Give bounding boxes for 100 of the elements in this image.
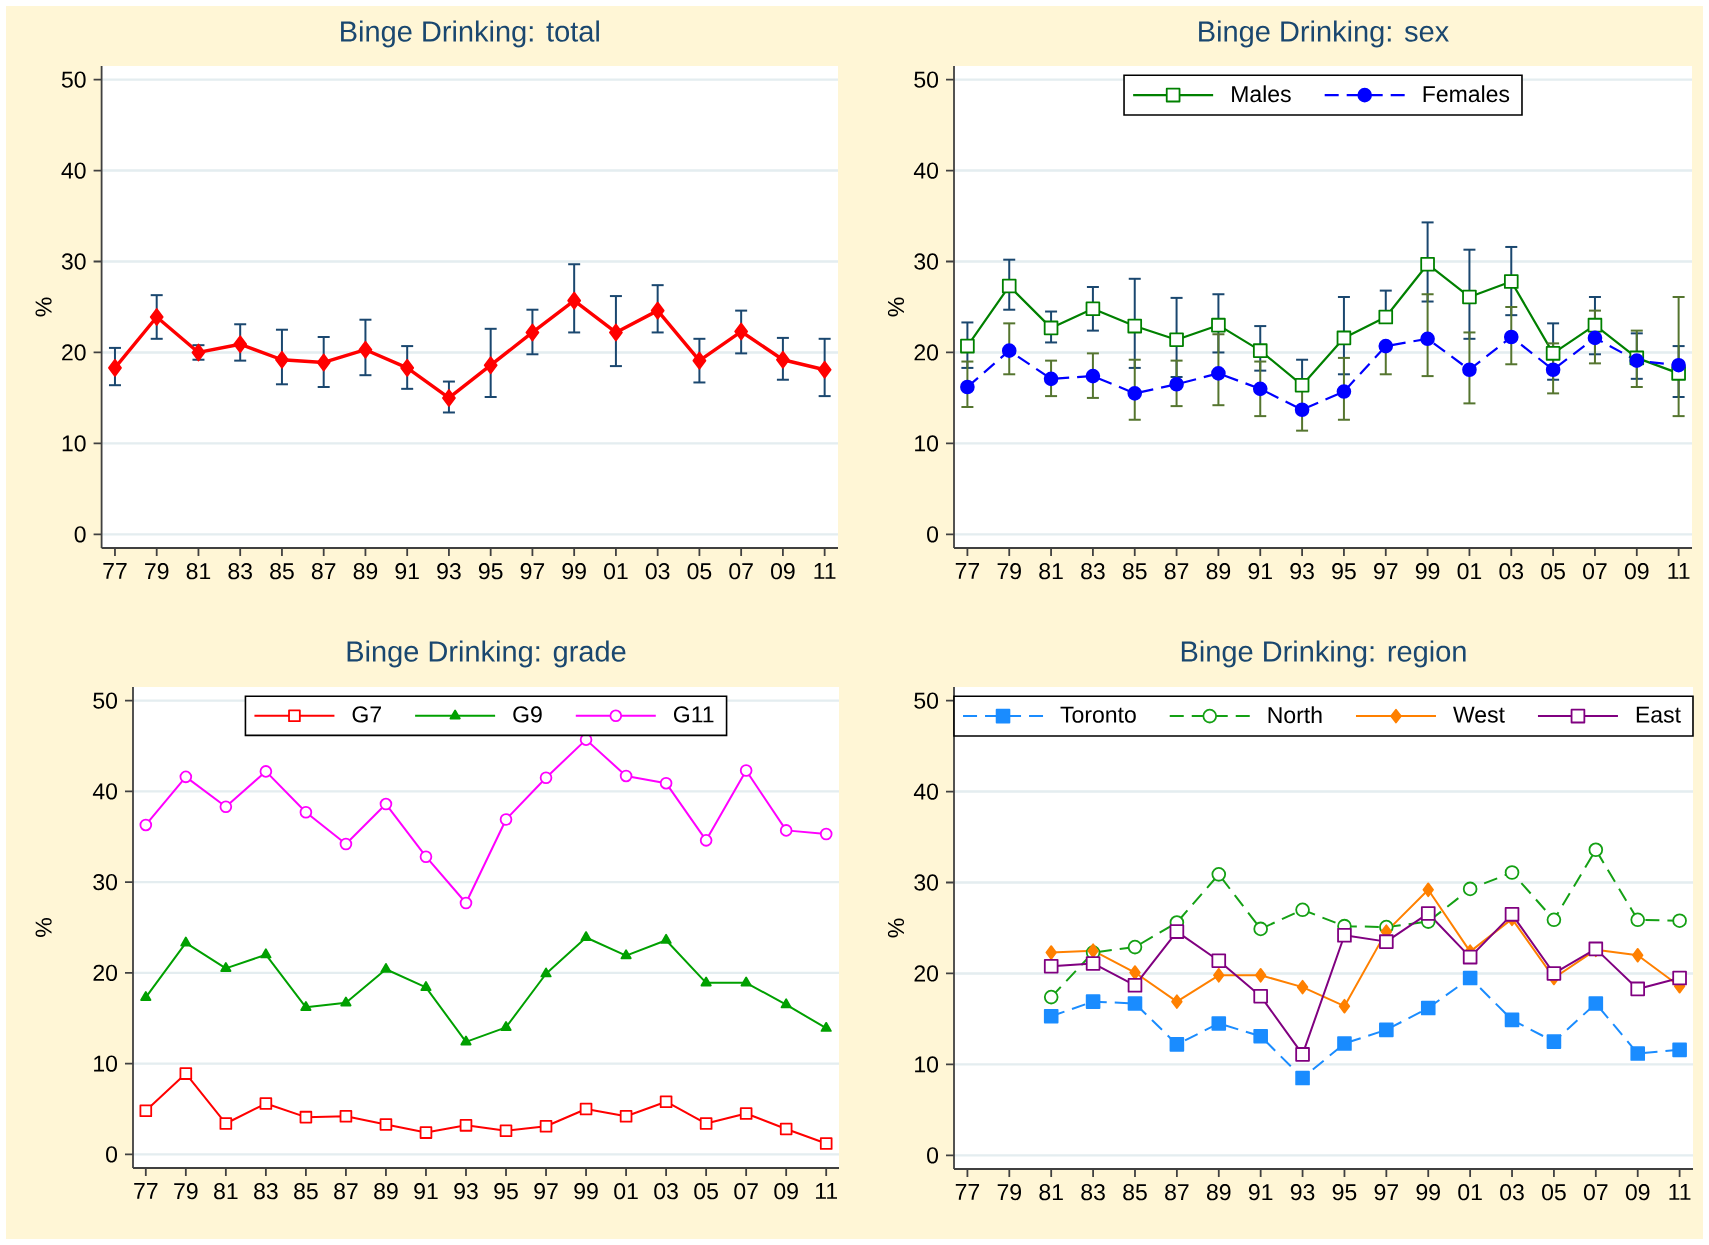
x-tick-label: 79 — [145, 563, 169, 580]
x-tick-label: 09 — [771, 563, 795, 580]
y-tick-label: 50 — [914, 71, 939, 88]
x-tick-label: 95 — [494, 1183, 518, 1200]
x-tick-label: 11 — [816, 1183, 838, 1199]
x-tick-label: 01 — [1458, 1184, 1482, 1201]
y-tick-label: 20 — [62, 344, 86, 361]
y-tick-label: 20 — [914, 965, 939, 982]
x-tick-label: 03 — [645, 563, 670, 580]
x-tick-label: 85 — [1123, 1184, 1147, 1201]
y-tick-label: 40 — [913, 162, 939, 179]
x-tick-label: 97 — [1374, 563, 1398, 580]
legend-label: G7 — [352, 706, 381, 723]
x-tick-label: 95 — [1332, 563, 1356, 580]
x-tick-label: 83 — [1081, 563, 1105, 580]
x-tick-label: 03 — [1500, 1184, 1524, 1201]
x-tick-label: 91 — [1248, 1184, 1273, 1201]
x-tick-label: 95 — [1332, 1184, 1357, 1201]
y-tick-label: 10 — [62, 435, 86, 452]
x-tick-label: 85 — [270, 563, 294, 580]
y-tick-label: 30 — [914, 253, 939, 270]
x-tick-label: 01 — [614, 1183, 638, 1200]
x-tick-label: 03 — [654, 1183, 678, 1200]
x-tick-label: 09 — [774, 1183, 798, 1200]
x-tick-label: 77 — [955, 1184, 980, 1200]
y-tick-label: 20 — [914, 344, 939, 361]
y-tick-label: 20 — [93, 964, 118, 981]
chart-title: Binge Drinking: grade — [347, 640, 626, 668]
x-tick-label: 05 — [1542, 1184, 1566, 1201]
y-tick-label: 0 — [927, 526, 939, 543]
chart-title: Binge Drinking: sex — [1199, 20, 1449, 48]
y-tick-label: 40 — [913, 783, 939, 800]
y-tick-label: 30 — [61, 253, 86, 270]
x-tick-label: 81 — [1039, 563, 1063, 580]
x-tick-label: 93 — [1290, 563, 1314, 580]
y-tick-label: 0 — [74, 526, 86, 543]
x-tick-label: 89 — [1206, 563, 1231, 580]
x-tick-label: 05 — [687, 563, 712, 580]
x-tick-label: 05 — [694, 1183, 718, 1200]
x-tick-label: 91 — [1248, 563, 1272, 580]
y-axis-title: % — [887, 297, 905, 317]
x-tick-label: 01 — [604, 563, 628, 580]
x-tick-label: 79 — [997, 563, 1021, 580]
x-tick-label: 07 — [1583, 563, 1607, 580]
legend-label: East — [1636, 706, 1681, 723]
x-tick-label: 93 — [437, 563, 461, 580]
x-tick-label: 81 — [214, 1183, 238, 1200]
x-tick-label: 97 — [1374, 1184, 1398, 1201]
x-tick-label: 07 — [734, 1183, 758, 1200]
x-tick-label: 97 — [520, 563, 545, 580]
chart-title: Binge Drinking: region — [1181, 640, 1466, 668]
x-tick-label: 83 — [254, 1183, 278, 1200]
y-tick-label: 50 — [61, 71, 86, 88]
x-tick-label: 11 — [1669, 1184, 1691, 1200]
x-tick-label: 99 — [1415, 563, 1440, 580]
x-tick-label: 93 — [1290, 1184, 1315, 1201]
x-tick-label: 09 — [1624, 563, 1649, 580]
legend-label: North — [1268, 706, 1322, 724]
x-tick-label: 03 — [1499, 563, 1524, 580]
x-tick-label: 77 — [134, 1183, 158, 1199]
legend-label: G9 — [513, 706, 542, 723]
x-tick-label: 07 — [729, 563, 753, 580]
chart-title: Binge Drinking: total — [341, 20, 599, 48]
legend-label: Males — [1232, 85, 1291, 103]
x-tick-label: 89 — [1206, 1184, 1231, 1201]
x-tick-label: 89 — [374, 1183, 398, 1200]
x-tick-label: 11 — [814, 563, 836, 579]
x-tick-label: 95 — [478, 563, 503, 580]
legend-label: West — [1453, 706, 1505, 723]
y-tick-label: 30 — [93, 873, 118, 891]
x-tick-label: 77 — [103, 563, 127, 579]
x-tick-label: 85 — [1122, 563, 1147, 580]
x-tick-label: 99 — [574, 1183, 598, 1200]
x-tick-label: 99 — [562, 563, 586, 580]
x-tick-label: 87 — [1164, 563, 1189, 580]
y-tick-label: 50 — [93, 692, 118, 709]
x-tick-label: 77 — [955, 563, 980, 579]
x-tick-label: 79 — [174, 1183, 198, 1200]
y-tick-label: 10 — [915, 435, 939, 452]
x-tick-label: 01 — [1457, 563, 1482, 580]
x-tick-label: 09 — [1625, 1184, 1650, 1201]
legend-label: G11 — [673, 706, 714, 723]
x-tick-label: 99 — [1416, 1184, 1440, 1201]
y-tick-label: 30 — [914, 874, 939, 891]
legend-label: Females — [1423, 85, 1510, 103]
y-axis-title: % — [35, 297, 52, 317]
x-tick-label: 11 — [1668, 563, 1690, 579]
x-tick-label: 97 — [534, 1183, 558, 1200]
x-tick-label: 79 — [997, 1184, 1021, 1201]
x-tick-label: 87 — [311, 563, 336, 580]
y-tick-label: 10 — [94, 1055, 118, 1072]
x-tick-label: 93 — [454, 1183, 478, 1200]
y-tick-label: 40 — [61, 162, 86, 179]
x-tick-label: 83 — [228, 563, 252, 580]
x-tick-label: 91 — [414, 1183, 438, 1200]
y-tick-label: 0 — [106, 1146, 118, 1163]
y-tick-label: 50 — [914, 692, 939, 709]
x-tick-label: 81 — [186, 563, 211, 580]
y-tick-label: 0 — [927, 1147, 939, 1164]
x-tick-label: 05 — [1541, 563, 1565, 580]
